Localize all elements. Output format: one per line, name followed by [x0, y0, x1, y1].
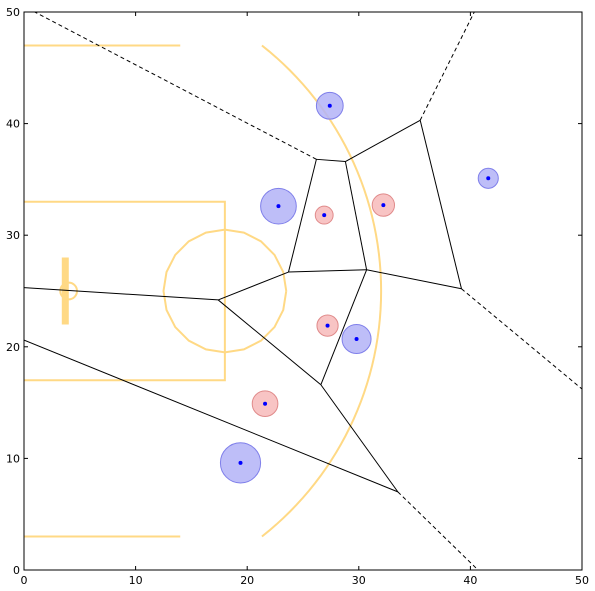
- red-player-center: [263, 401, 268, 406]
- x-tick-label: 40: [463, 574, 477, 587]
- axes-layer: 0 10 20 30 40 50 0 10 20 30 40 50: [6, 6, 589, 587]
- x-tick-label: 50: [575, 574, 589, 587]
- voronoi-edge: [345, 119, 421, 162]
- voronoi-layer: [24, 12, 582, 570]
- blue-player-center: [354, 336, 359, 341]
- voronoi-edge: [288, 159, 317, 273]
- red-player-center: [325, 323, 330, 328]
- y-tick-label: 30: [6, 229, 20, 242]
- points-layer: [219, 91, 499, 484]
- blue-player-center: [238, 460, 243, 465]
- voronoi-edge: [366, 269, 462, 290]
- blue-player-center: [327, 103, 332, 108]
- voronoi-edge: [344, 161, 368, 270]
- y-tick-label: 50: [6, 6, 20, 19]
- y-tick-label: 0: [13, 564, 20, 577]
- voronoi-edge: [217, 271, 289, 301]
- voronoi-edge: [288, 269, 367, 273]
- voronoi-edge: [320, 269, 368, 385]
- free-throw-circle: [162, 228, 288, 354]
- red-player-center: [322, 213, 327, 218]
- voronoi-edge-dashed: [33, 12, 317, 160]
- x-tick-label: 30: [352, 574, 366, 587]
- three-point-arc: [261, 44, 383, 538]
- x-tick-label: 20: [240, 574, 254, 587]
- voronoi-edge: [316, 158, 346, 163]
- voronoi-edge-dashed: [397, 491, 479, 570]
- voronoi-edge: [419, 120, 462, 289]
- voronoi-edge-dashed: [461, 288, 582, 390]
- x-tick-label: 10: [129, 574, 143, 587]
- voronoi-edge-dashed: [419, 12, 475, 121]
- voronoi-edge: [217, 299, 322, 386]
- voronoi-edge: [24, 339, 399, 493]
- voronoi-edge: [320, 384, 399, 493]
- y-tick-label: 10: [6, 452, 20, 465]
- x-tick-label: 0: [21, 574, 28, 587]
- blue-player-center: [276, 204, 281, 209]
- plot-frame: [23, 11, 583, 571]
- voronoi-edge: [24, 287, 219, 301]
- paint-lane: [24, 200, 226, 382]
- y-tick-label: 20: [6, 341, 20, 354]
- red-player-center: [381, 203, 386, 208]
- blue-player-center: [486, 176, 491, 181]
- y-tick-label: 40: [6, 118, 20, 131]
